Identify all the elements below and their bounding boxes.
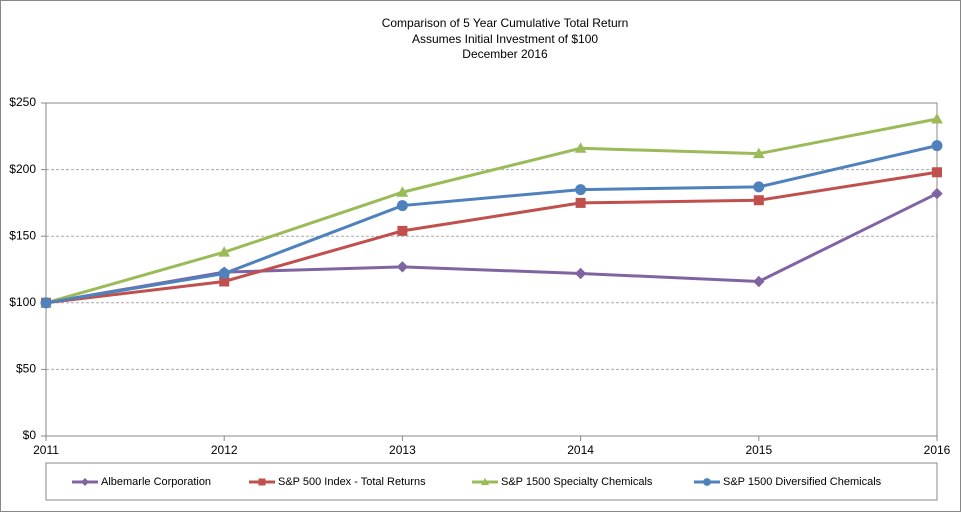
series-line	[45, 144, 938, 305]
data-point	[397, 225, 408, 236]
x-tick-label: 2011	[33, 443, 59, 457]
data-point	[931, 187, 943, 200]
data-point	[40, 297, 52, 309]
legend-label: Albemarle Corporation	[101, 476, 211, 488]
y-tick-label: $50	[16, 362, 36, 376]
x-tick-label: 2013	[389, 443, 416, 457]
y-tick-label: $0	[23, 428, 37, 442]
data-point	[753, 275, 765, 288]
data-point	[218, 246, 231, 257]
legend-label: S&P 1500 Diversified Chemicals	[723, 476, 882, 488]
data-point	[753, 195, 764, 206]
y-tick-label: $200	[9, 162, 36, 176]
data-point	[931, 140, 943, 152]
data-point	[574, 142, 587, 153]
data-point	[752, 147, 765, 159]
series-line	[45, 170, 938, 305]
series-line	[45, 117, 938, 305]
data-point	[396, 261, 409, 273]
data-point	[396, 200, 408, 212]
legend-label: S&P 500 Index - Total Returns	[278, 476, 426, 488]
chart-subtitle: Assumes Initial Investment of $100	[412, 32, 598, 46]
legend-marker	[480, 477, 490, 486]
data-point	[574, 267, 587, 280]
legend-marker	[703, 478, 711, 486]
x-tick-label: 2015	[745, 443, 772, 457]
x-tick-label: 2012	[211, 443, 238, 457]
y-tick-label: $100	[9, 295, 36, 309]
x-tick-label: 2016	[924, 443, 951, 457]
legend-marker	[258, 478, 266, 486]
data-point	[575, 197, 586, 208]
plot-area	[45, 102, 938, 437]
data-point	[931, 112, 943, 124]
y-tick-label: $250	[9, 95, 36, 109]
legend-label: S&P 1500 Specialty Chemicals	[501, 476, 653, 488]
data-point	[396, 186, 409, 197]
chart-subtitle: December 2016	[462, 47, 548, 61]
y-tick-label: $150	[9, 228, 36, 242]
x-tick-label: 2014	[567, 443, 594, 457]
data-point	[218, 267, 230, 279]
chart-title: Comparison of 5 Year Cumulative Total Re…	[382, 16, 629, 30]
legend-marker	[81, 478, 89, 486]
data-point	[575, 184, 587, 196]
data-point	[753, 181, 765, 193]
data-point	[932, 167, 942, 178]
